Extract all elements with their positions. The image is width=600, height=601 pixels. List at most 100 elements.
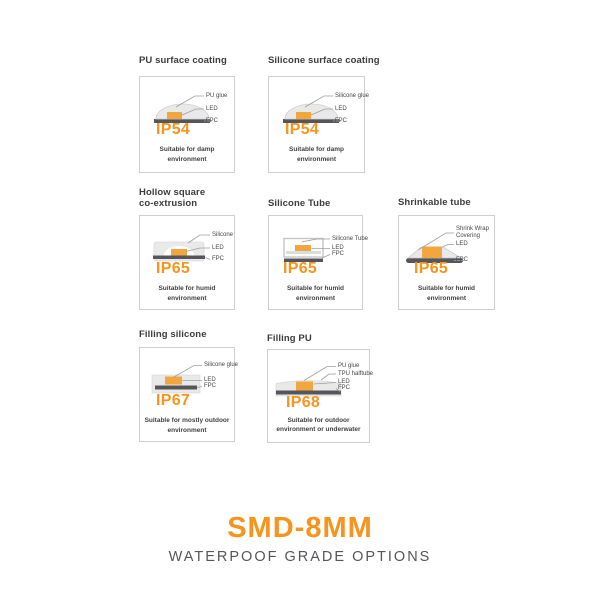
card-title-line: Silicone surface coating: [268, 55, 380, 66]
led-chip: [296, 381, 313, 391]
leader-line: [181, 108, 204, 116]
ip-rating: IP68: [286, 394, 321, 411]
leader-line: [172, 365, 202, 378]
leader-line: [335, 388, 341, 392]
suitability-line: environment: [167, 156, 207, 163]
card-title-line2: co-extrusion: [139, 198, 198, 209]
label-silicone-glue: Silicone glue: [335, 92, 370, 99]
diagram-silicone-surface-coating: [283, 95, 341, 123]
card-title-line: Hollow square: [139, 187, 206, 198]
led-chip: [165, 376, 182, 385]
card-title-line: Filling PU: [267, 333, 312, 344]
leader-line: [320, 373, 336, 381]
leader-line: [417, 232, 454, 251]
suitability-line: environment: [295, 295, 335, 302]
label-led: LED: [456, 241, 468, 247]
leader-line: [175, 95, 204, 108]
card-hollow-square-co-extrusion: Silicone LED FPC IP65 Suitable for humid…: [139, 215, 235, 310]
suitability-note: Suitable for outdoor environment or unde…: [268, 416, 369, 434]
suitability-line: environment: [167, 295, 207, 302]
card-title-pu-surface-coating: PU surface coating: [139, 55, 227, 66]
suitability-note: Suitable for humid environment: [140, 284, 234, 304]
silicone-glue-dome: [284, 103, 339, 120]
leader-line: [301, 238, 330, 243]
card-title-line: Shrinkable tube: [398, 197, 471, 208]
card-title-line: Filling silicone: [139, 329, 207, 340]
card-title-shrinkable-tube: Shrinkable tube: [398, 197, 471, 208]
suitability-line: environment or underwater: [276, 426, 361, 433]
fpc-bar: [283, 119, 339, 123]
card-title-filling-pu: Filling PU: [267, 333, 312, 344]
card-title-silicone-tube: Silicone Tube: [268, 198, 330, 209]
card-title-filling-silicone: Filling silicone: [139, 329, 207, 340]
leader-line: [303, 366, 336, 381]
label-fpc: FPC: [204, 383, 216, 389]
led-chip: [296, 112, 311, 119]
label-led: LED: [206, 105, 218, 112]
ip-rating: IP65: [283, 260, 318, 277]
label-led: LED: [204, 377, 216, 383]
suitability-note: Suitable for damp environment: [269, 145, 364, 165]
diagram-shrinkable-tube: [406, 232, 464, 263]
diagram-hollow-square-co-extrusion: [153, 234, 211, 262]
fpc-bar: [406, 258, 463, 263]
suitability-line: Suitable for humid: [417, 285, 476, 292]
label-silicone: Silicone: [212, 231, 234, 238]
leader-line: [187, 234, 210, 244]
ip-rating: IP65: [414, 260, 449, 277]
led-chip: [422, 246, 442, 258]
suitability-note: Suitable for humid environment: [269, 284, 362, 304]
led-chip: [167, 112, 182, 119]
suitability-note: Suitable for damp environment: [140, 145, 234, 165]
ip-rating: IP54: [156, 121, 191, 138]
ip-rating: IP54: [285, 121, 320, 138]
label-tpu-halftube: TPU halftube: [338, 370, 374, 377]
suitability-line: Suitable for outdoor: [287, 417, 350, 424]
suitability-line: environment: [296, 156, 336, 163]
label-fpc: FPC: [456, 257, 468, 263]
leader-line: [205, 257, 211, 260]
label-led: LED: [212, 244, 224, 251]
suitability-line: Suitable for humid: [286, 285, 345, 292]
fpc-bar: [276, 390, 341, 395]
fpc-bar: [284, 258, 323, 262]
label-shrink-wrap-covering: Shrink Wrap Covering: [456, 226, 489, 239]
card-shrinkable-tube: Shrink Wrap Covering LED FPC IP65 Suitab…: [398, 215, 495, 310]
suitability-note: Suitable for mostly outdoor environment: [140, 416, 234, 436]
suitability-line: environment: [426, 295, 466, 302]
label-led: LED: [332, 245, 344, 251]
label-silicone-glue: Silicone glue: [204, 362, 239, 368]
label-fpc: FPC: [338, 385, 350, 391]
card-silicone-tube: Silicone Tube LED FPC IP65 Suitable for …: [268, 215, 368, 310]
diagram-pu-surface-coating: [154, 95, 212, 123]
leader-line: [185, 247, 210, 252]
diagram-filling-silicone: [151, 365, 203, 394]
label-pu-glue: PU glue: [206, 92, 228, 99]
product-title: SMD-8MM: [227, 512, 373, 544]
suitability-line: Suitable for damp: [159, 146, 215, 153]
label-pu-glue: PU glue: [338, 363, 360, 369]
card-title-silicone-surface-coating: Silicone surface coating: [268, 55, 380, 66]
leader-line: [442, 244, 454, 248]
card-filling-pu: PU glue TPU halftube LED FPC IP68 Suitab…: [267, 349, 374, 443]
leader-line: [313, 382, 337, 385]
suitability-line: environment: [167, 427, 207, 434]
pu-glue-dome: [155, 103, 210, 120]
card-title-line: Silicone Tube: [268, 198, 331, 209]
label-led: LED: [338, 379, 350, 385]
label-fpc: FPC: [206, 117, 218, 124]
card-silicone-surface-coating: Silicone glue LED FPC IP54 Suitable for …: [268, 76, 369, 173]
footer-subtitle: WATERPOOF GRADE OPTIONS: [168, 549, 432, 565]
led-chip: [295, 245, 311, 251]
ip-rating: IP67: [156, 392, 191, 409]
leader-line: [304, 95, 333, 108]
suitability-line: Suitable for damp: [289, 146, 344, 153]
diagram-filling-pu: [275, 366, 342, 397]
leader-line: [196, 386, 203, 388]
label-silicone-tube: Silicone Tube: [332, 235, 369, 242]
fpc-bar: [155, 385, 197, 390]
suitability-line: Suitable for humid: [158, 285, 216, 292]
card-title-hollow-square-co-extrusion: Hollow square co-extrusion: [139, 187, 205, 209]
label-fpc: FPC: [212, 256, 224, 262]
